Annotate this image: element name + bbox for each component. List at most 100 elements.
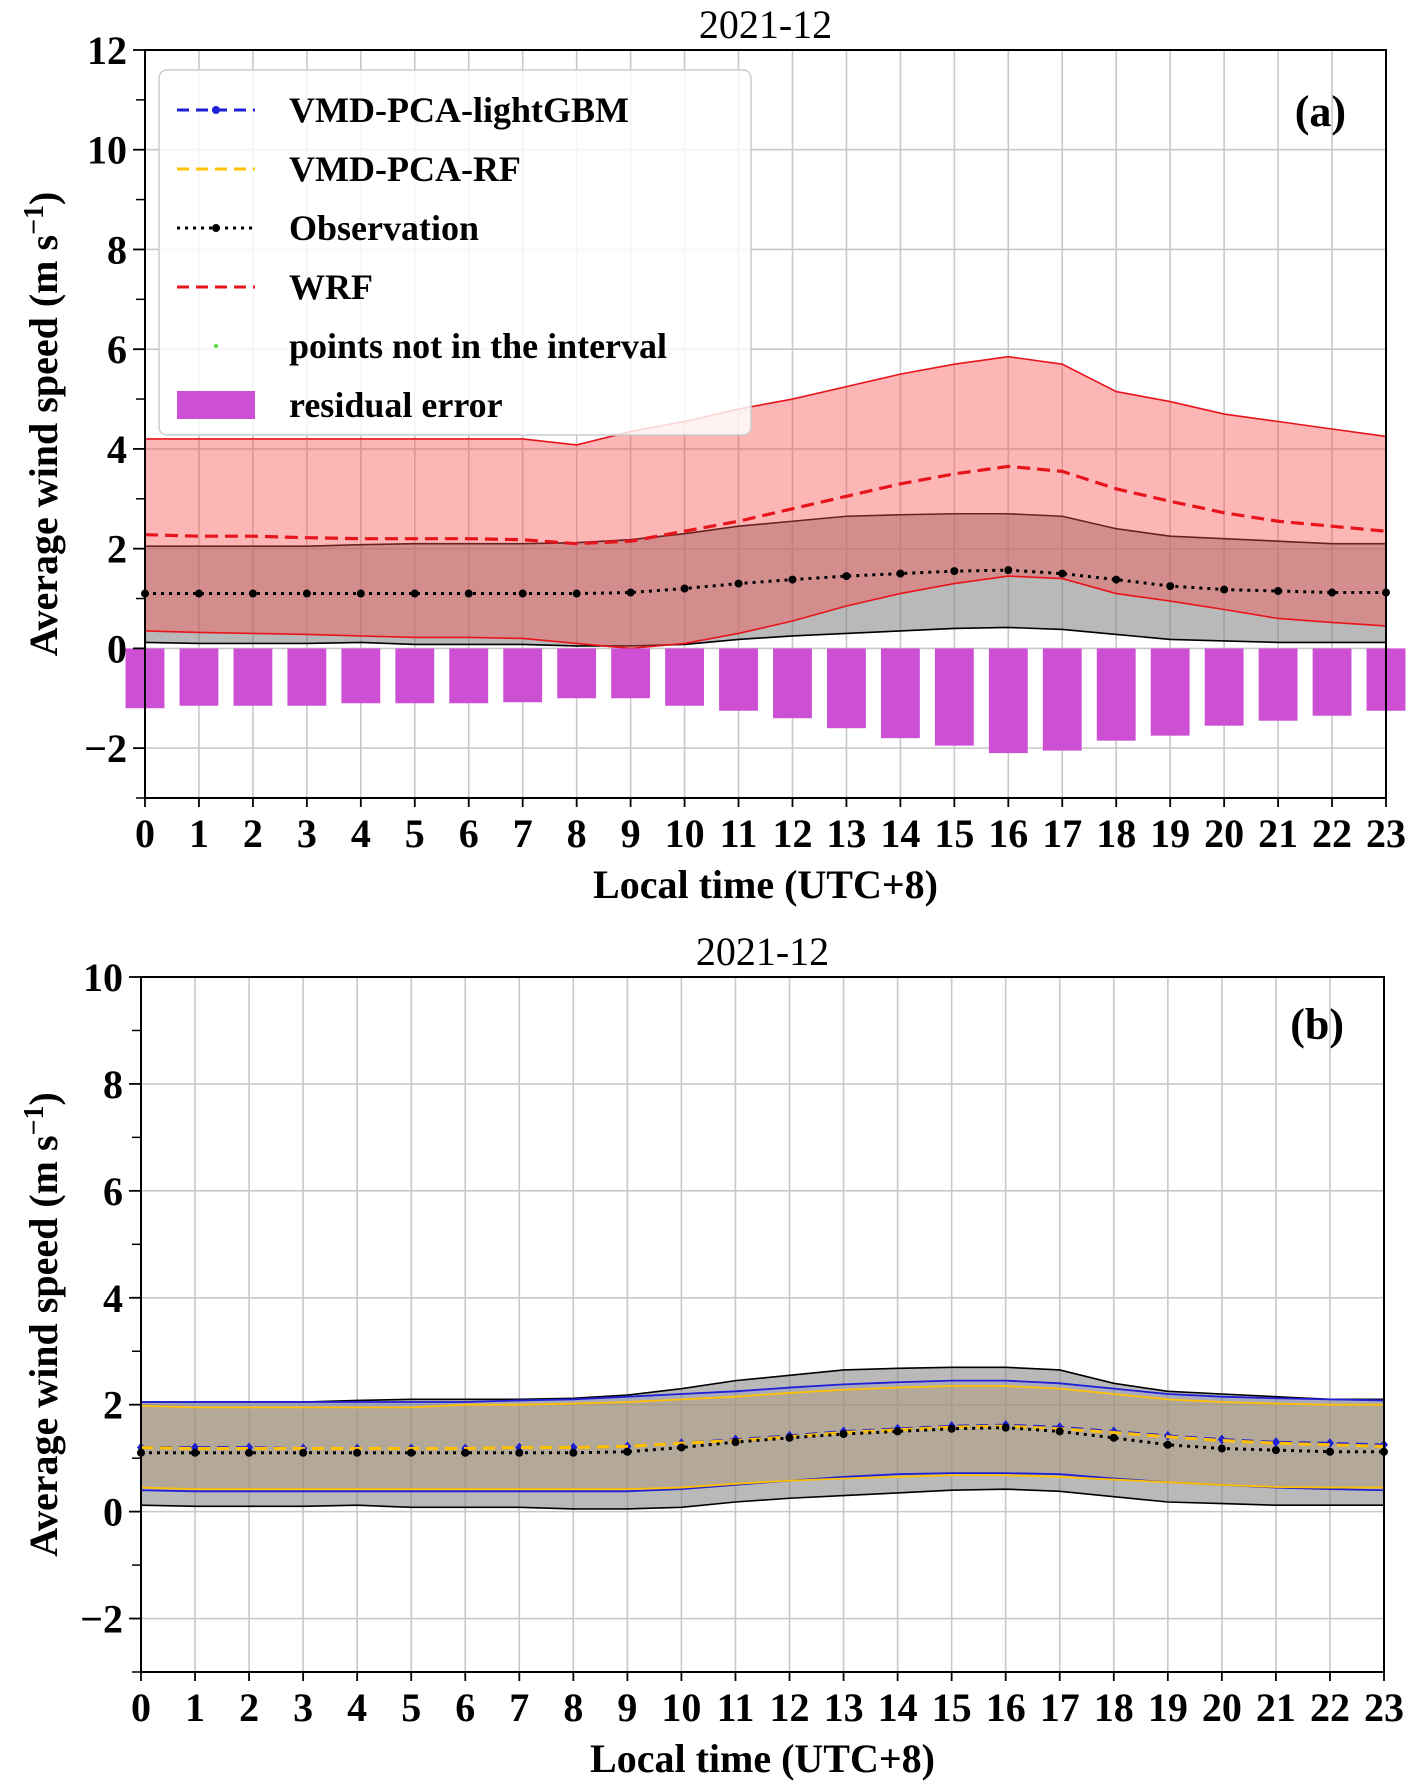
y-tick-label: 8: [103, 1062, 123, 1107]
observation-point: [194, 589, 203, 598]
x-tick-label: 11: [720, 811, 758, 856]
observation-point: [299, 1448, 308, 1457]
y-tick-label: 4: [107, 427, 127, 472]
observation-point: [1004, 566, 1013, 575]
observation-point: [893, 1427, 902, 1436]
y-axis-label-main: Average wind speed (m s: [21, 1135, 66, 1556]
residual-error-bar: [1096, 648, 1136, 741]
y-tick-label: 12: [87, 28, 127, 73]
x-tick-label: 14: [880, 811, 920, 856]
y-tick-label: −2: [84, 726, 127, 771]
observation-point: [1112, 575, 1121, 584]
y-tick-label: 6: [107, 327, 127, 372]
observation-point: [515, 1448, 524, 1457]
x-tick-label: 23: [1364, 1685, 1404, 1730]
observation-point: [677, 1443, 686, 1452]
residual-error-bar: [503, 648, 543, 703]
observation-band-lower-line: [144, 626, 1386, 647]
x-tick-label: 10: [665, 811, 705, 856]
x-tick-label: 13: [824, 1685, 864, 1730]
observation-point: [623, 1447, 632, 1456]
observation-point: [947, 1424, 956, 1433]
x-axis-label: Local time (UTC+8): [593, 862, 938, 907]
residual-error-bar: [827, 648, 866, 729]
x-tick-label: 17: [1042, 811, 1082, 856]
residual-error-bar: [1042, 648, 1082, 751]
x-tick-label: 15: [932, 1685, 972, 1730]
x-tick-label: 20: [1204, 811, 1244, 856]
rf-band-lower-line: [140, 1474, 1384, 1491]
residual-error-bar: [287, 648, 327, 706]
x-tick-label: 0: [135, 811, 155, 856]
y-tick-label: 4: [103, 1276, 123, 1321]
residual-error-bar: [773, 648, 812, 719]
x-tick-label: 16: [988, 811, 1028, 856]
chart-panel-a: 0 1 2 3 4 5 6 7 8 9 10 11 12 13 14 15 16 17 18 19 20 21 22 23−2…: [19, 2, 1406, 907]
observation-point: [626, 588, 635, 597]
rf-series-line: [140, 1424, 1385, 1451]
observation-point: [356, 589, 365, 598]
residual-error-bar: [988, 648, 1028, 754]
x-tick-label: 19: [1148, 1685, 1188, 1730]
x-tick-label: 14: [878, 1685, 918, 1730]
legend-swatch-marker: [212, 224, 220, 232]
x-tick-label: 4: [351, 811, 371, 856]
residual-error-bar: [719, 648, 758, 711]
observation-point: [248, 589, 257, 598]
residual-error-bar: [880, 648, 920, 739]
observation-point: [1109, 1433, 1118, 1442]
x-tick-label: 3: [297, 811, 317, 856]
x-tick-label: 20: [1202, 1685, 1242, 1730]
y-tick-label: 2: [107, 527, 127, 572]
observation-point: [464, 589, 473, 598]
observation-point: [1055, 1427, 1064, 1436]
x-tick-label: 22: [1310, 1685, 1350, 1730]
panel-label: (a): [1295, 87, 1346, 136]
wrf-band-upper-line: [145, 355, 1387, 446]
residual-error-bar: [934, 648, 974, 746]
x-tick-label: 4: [347, 1685, 367, 1730]
x-tick-label: 21: [1258, 811, 1298, 856]
observation-point: [1328, 588, 1337, 597]
x-tick-label: 10: [661, 1685, 701, 1730]
x-tick-label: 15: [934, 811, 974, 856]
x-tick-label: 2: [243, 811, 263, 856]
y-tick-label: −2: [80, 1597, 123, 1642]
x-tick-label: 16: [986, 1685, 1026, 1730]
x-tick-label: 6: [459, 811, 479, 856]
observation-point: [896, 569, 905, 578]
residual-error-bar: [1204, 648, 1244, 726]
observation-point: [1271, 1446, 1280, 1455]
observation-point: [734, 579, 743, 588]
y-tick-label: 10: [87, 128, 127, 173]
x-tick-label: 1: [189, 811, 209, 856]
residual-error-bar: [341, 648, 381, 704]
wrf-band-lower-line: [144, 575, 1387, 650]
x-tick-label: 3: [293, 1685, 313, 1730]
x-tick-label: 8: [563, 1685, 583, 1730]
observation-point: [1166, 582, 1175, 591]
x-tick-label: 6: [455, 1685, 475, 1730]
panel-label: (b): [1290, 1000, 1344, 1049]
y-tick-label: 0: [103, 1490, 123, 1535]
x-tick-label: 13: [826, 811, 866, 856]
y-tick-label: 6: [103, 1169, 123, 1214]
x-axis-label: Local time (UTC+8): [590, 1736, 935, 1781]
y-tick-label: 0: [107, 626, 127, 671]
x-tick-label: 12: [772, 811, 812, 856]
residual-error-bar: [557, 648, 597, 699]
observation-point: [407, 1448, 416, 1457]
legend-swatch-residual: [177, 391, 255, 419]
residual-error-bar: [665, 648, 704, 706]
observation-point: [680, 584, 689, 593]
axes-frame: [140, 976, 1385, 1673]
y-axis-label: Average wind speed (m s−1): [19, 192, 66, 657]
y-tick-label: 8: [107, 227, 127, 272]
observation-band-upper-line: [145, 512, 1386, 547]
observation-point: [302, 589, 311, 598]
observation-point: [1220, 585, 1229, 594]
y-axis-label-main: Average wind speed (m s: [21, 235, 66, 656]
x-tick-label: 5: [401, 1685, 421, 1730]
legend-swatch-point: [214, 344, 218, 348]
